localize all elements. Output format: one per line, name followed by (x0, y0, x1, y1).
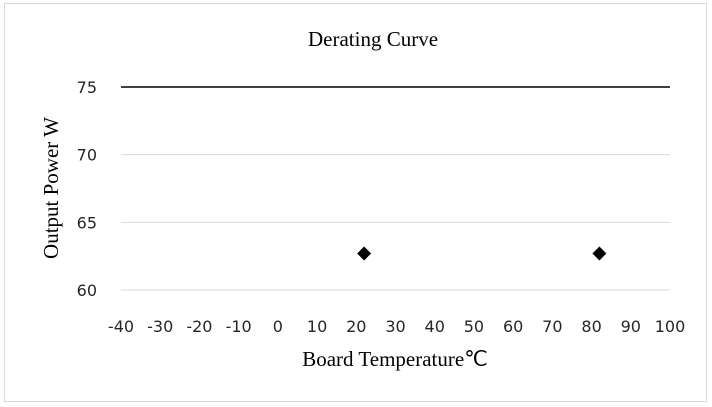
y-tick-label: 75 (77, 78, 97, 97)
x-tick-label: 90 (621, 317, 641, 336)
x-tick-label: 40 (425, 317, 445, 336)
y-tick-label: 65 (77, 213, 97, 232)
x-tick-label: 20 (346, 317, 366, 336)
data-points (357, 246, 607, 261)
data-point-diamond (592, 246, 607, 261)
x-tick-label: -20 (186, 317, 212, 336)
x-tick-labels: -40 -30 -20 -10 0 10 20 30 40 50 60 70 80 90 100 (108, 317, 685, 336)
x-tick-label: 10 (307, 317, 327, 336)
gridlines (121, 86, 670, 291)
x-tick-label: 80 (581, 317, 601, 336)
x-tick-label: -40 (108, 317, 134, 336)
x-tick-label: 100 (655, 317, 686, 336)
x-tick-label: 60 (503, 317, 523, 336)
x-axis-label: Board Temperature℃ (302, 347, 488, 371)
y-tick-label: 60 (77, 281, 97, 300)
x-tick-label: 50 (464, 317, 484, 336)
y-axis-label: Output Power W (39, 117, 63, 259)
x-tick-label: 0 (273, 317, 283, 336)
y-tick-label: 70 (77, 146, 97, 165)
data-point-diamond (357, 246, 372, 261)
chart-title: Derating Curve (308, 27, 438, 51)
y-tick-labels: 60 65 70 75 (77, 78, 97, 300)
x-tick-label: -30 (147, 317, 173, 336)
x-tick-label: 70 (542, 317, 562, 336)
x-tick-label: 30 (385, 317, 405, 336)
chart-frame (4, 3, 707, 402)
x-tick-label: -10 (226, 317, 252, 336)
